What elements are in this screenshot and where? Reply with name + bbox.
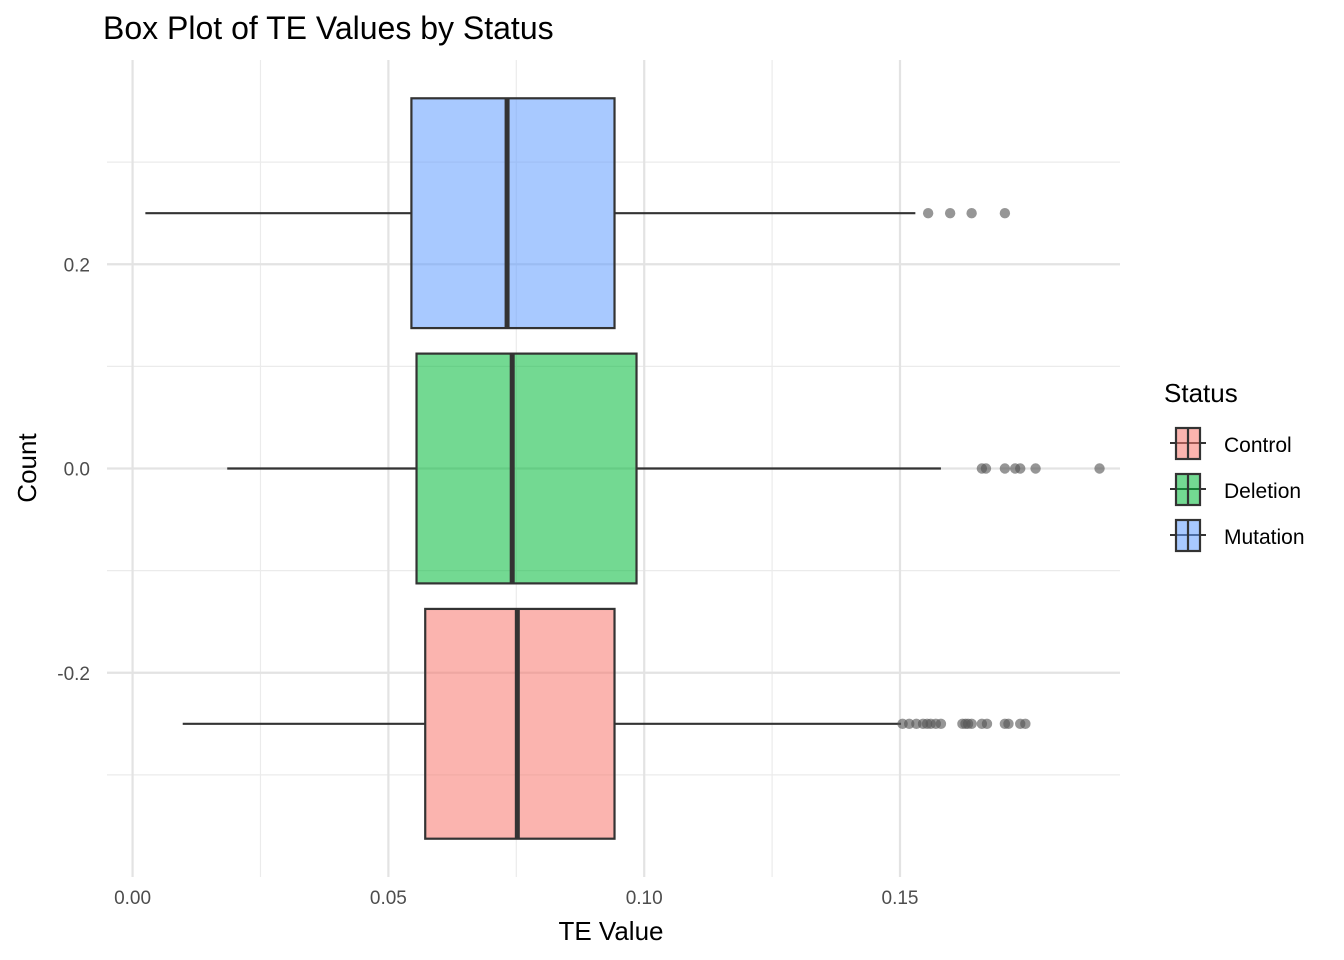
box-iqr — [415, 352, 638, 585]
box-deletion — [227, 352, 1105, 585]
legend-label: Deletion — [1224, 480, 1301, 503]
legend-label: Mutation — [1224, 526, 1305, 549]
x-tick-label: 0.00 — [114, 888, 151, 909]
legend-item-mutation: Mutation — [1170, 518, 1305, 553]
outlier-point — [904, 718, 915, 730]
legend-item-control: Control — [1170, 426, 1292, 461]
box-iqr — [424, 607, 616, 840]
outlier-point — [944, 207, 956, 219]
legend-label: Control — [1224, 434, 1292, 457]
legend-title: Status — [1164, 378, 1238, 408]
outlier-point — [999, 463, 1011, 474]
box-iqr — [410, 97, 616, 330]
chart-title: Box Plot of TE Values by Status — [103, 10, 554, 46]
outlier-point — [966, 718, 977, 730]
outlier-point — [999, 207, 1011, 219]
y-tick-label: 0.2 — [64, 255, 90, 276]
legend-item-deletion: Deletion — [1170, 472, 1301, 507]
x-tick-label: 0.10 — [626, 888, 663, 909]
y-axis-ticks: -0.2 0.0 0.2 — [57, 255, 90, 685]
y-axis-title: Count — [12, 433, 42, 503]
outlier-point — [1020, 718, 1031, 730]
plot-area — [145, 97, 1105, 840]
outlier-point — [1094, 463, 1105, 474]
y-tick-label: -0.2 — [57, 664, 90, 685]
y-tick-label: 0.0 — [64, 460, 90, 481]
outlier-point — [980, 463, 992, 474]
x-tick-label: 0.05 — [370, 888, 407, 909]
box-control — [182, 607, 1031, 840]
x-tick-label: 0.15 — [882, 888, 919, 909]
outlier-point — [1030, 463, 1041, 474]
outlier-point — [966, 207, 977, 219]
legend: Status Control Deletion Mutation — [1164, 378, 1305, 553]
outlier-point — [981, 718, 993, 730]
outlier-point — [935, 718, 947, 730]
x-axis-title: TE Value — [558, 916, 663, 946]
outlier-point — [922, 207, 934, 219]
x-axis-ticks: 0.00 0.05 0.10 0.15 — [114, 888, 918, 909]
outlier-point — [1003, 718, 1014, 730]
box-mutation — [145, 97, 1011, 330]
outlier-point — [1015, 463, 1026, 474]
